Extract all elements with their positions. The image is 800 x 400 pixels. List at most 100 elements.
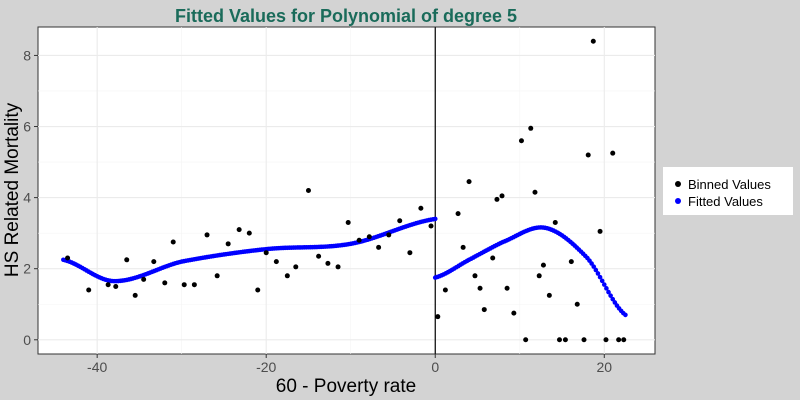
binned-point xyxy=(204,232,210,238)
fitted-point xyxy=(432,216,438,222)
binned-point xyxy=(556,337,562,343)
x-axis-title: 60 - Poverty rate xyxy=(276,376,416,397)
y-tick-label: 0 xyxy=(23,332,31,348)
binned-point xyxy=(316,253,322,259)
binned-point xyxy=(65,255,71,261)
chart-title: Fitted Values for Polynomial of degree 5 xyxy=(175,6,517,26)
binned-point xyxy=(540,262,546,268)
fitted-point xyxy=(593,267,599,273)
binned-point xyxy=(225,241,231,247)
legend-fitted-marker xyxy=(675,198,681,204)
binned-point xyxy=(528,125,534,131)
binned-point xyxy=(562,337,568,343)
binned-point xyxy=(532,189,538,195)
binned-point xyxy=(597,228,603,234)
binned-point xyxy=(494,196,500,202)
binned-point xyxy=(105,282,111,288)
legend-binned-marker xyxy=(675,181,681,187)
binned-point xyxy=(616,337,622,343)
y-tick-label: 4 xyxy=(23,190,31,206)
binned-point xyxy=(376,244,382,250)
binned-point xyxy=(481,307,487,313)
binned-point xyxy=(386,232,392,238)
binned-point xyxy=(511,310,517,316)
binned-point xyxy=(356,237,362,243)
binned-point xyxy=(552,219,558,225)
binned-point xyxy=(214,273,220,279)
fitted-point xyxy=(599,278,605,284)
binned-point xyxy=(246,230,252,236)
binned-point xyxy=(621,337,627,343)
x-axis: -40 -20 0 20 xyxy=(87,354,612,375)
binned-point xyxy=(273,259,279,265)
binned-values-series xyxy=(65,38,627,343)
binned-point xyxy=(603,337,609,343)
legend-binned-label: Binned Values xyxy=(688,177,771,192)
fitted-point xyxy=(595,271,601,276)
grid-lines xyxy=(38,27,655,354)
y-axis: 0 2 4 6 8 xyxy=(23,47,38,348)
fitted-point xyxy=(623,312,628,318)
binned-point xyxy=(536,273,542,279)
y-tick-label: 6 xyxy=(23,119,31,135)
binned-point xyxy=(590,38,596,44)
x-tick-label: -20 xyxy=(256,359,276,375)
binned-point xyxy=(546,292,552,298)
binned-point xyxy=(345,219,351,225)
binned-point xyxy=(181,282,187,288)
binned-point xyxy=(455,211,461,217)
binned-point xyxy=(460,244,466,250)
binned-point xyxy=(170,239,176,245)
y-tick-label: 8 xyxy=(23,47,31,63)
binned-point xyxy=(132,292,138,298)
y-tick-label: 2 xyxy=(23,261,31,277)
binned-point xyxy=(490,255,496,261)
binned-point xyxy=(418,205,424,211)
fitted-values-series xyxy=(61,216,628,318)
fitted-point xyxy=(604,286,609,291)
binned-point xyxy=(113,283,119,289)
binned-point xyxy=(397,218,403,224)
binned-point xyxy=(191,282,197,288)
binned-point xyxy=(466,179,472,185)
binned-point xyxy=(407,250,413,256)
binned-point xyxy=(518,138,524,144)
fitted-point xyxy=(597,274,603,280)
x-tick-label: 20 xyxy=(596,359,612,375)
x-tick-label: 0 xyxy=(431,359,439,375)
binned-point xyxy=(141,276,147,282)
binned-point xyxy=(151,259,157,265)
binned-point xyxy=(366,234,372,240)
binned-point xyxy=(263,250,269,256)
legend: Binned Values Fitted Values xyxy=(663,167,793,215)
binned-point xyxy=(610,150,616,156)
binned-point xyxy=(124,257,130,263)
binned-point xyxy=(305,188,311,193)
binned-point xyxy=(568,259,574,265)
binned-point xyxy=(255,287,261,293)
fitted-point xyxy=(606,289,611,295)
binned-point xyxy=(325,260,331,266)
y-axis-title: HS Related Mortality xyxy=(2,102,23,277)
x-tick-label: -40 xyxy=(87,359,107,375)
binned-point xyxy=(435,314,441,320)
binned-point xyxy=(442,287,448,293)
binned-point xyxy=(86,287,92,293)
binned-point xyxy=(523,337,529,343)
binned-point xyxy=(293,264,299,270)
fitted-point xyxy=(591,264,597,269)
fitted-point xyxy=(601,282,607,287)
binned-point xyxy=(428,223,434,229)
binned-point xyxy=(581,337,587,343)
binned-point xyxy=(504,285,510,291)
binned-point xyxy=(499,193,505,199)
binned-point xyxy=(236,227,242,233)
binned-point xyxy=(574,301,580,307)
legend-box xyxy=(663,167,793,215)
fitted-point xyxy=(608,293,613,298)
binned-point xyxy=(335,264,341,270)
plot-panel xyxy=(37,26,656,355)
binned-point xyxy=(477,285,483,291)
fitted-point xyxy=(610,296,616,302)
